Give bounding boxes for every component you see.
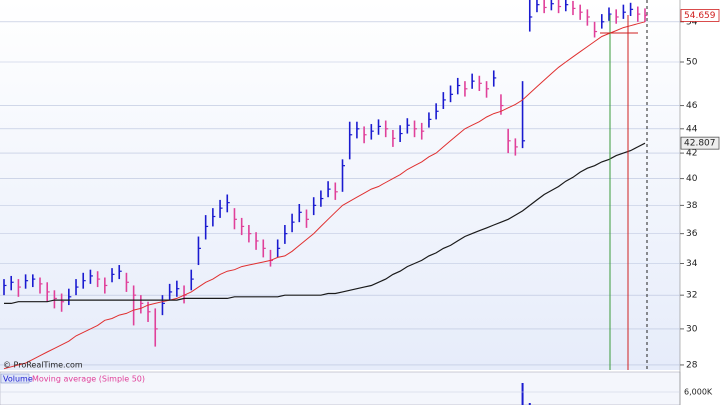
- plot: [3, 0, 648, 370]
- copyright: © ProRealTime.com: [3, 361, 83, 370]
- y-tick-label: 36: [686, 229, 698, 239]
- y-tick-label: 42: [686, 149, 697, 159]
- volume-ma-label: Moving average (Simple 50): [32, 375, 145, 384]
- price-panel: [0, 0, 680, 370]
- y-tick-label: 40: [686, 174, 698, 184]
- volume-plot: [521, 383, 531, 405]
- y-tick-label: 38: [686, 201, 698, 211]
- y-tick-label: 34: [686, 259, 698, 269]
- price-label: 54.659: [684, 11, 716, 21]
- moving-average: [4, 142, 646, 304]
- volume-panel: [0, 371, 681, 405]
- y-tick-label: 32: [686, 291, 697, 301]
- y-tick-label: 28: [686, 360, 698, 370]
- price-label-box: [680, 9, 720, 22]
- legend-box: [0, 373, 30, 384]
- volume-tick-label: 6,000K: [684, 388, 713, 397]
- ma-label-box: [680, 136, 720, 150]
- ma-label: 42.807: [684, 139, 716, 149]
- y-tick-label: 50: [686, 58, 698, 68]
- y-tick-label: 30: [686, 324, 698, 334]
- volume-bar: [521, 383, 524, 405]
- grid: [0, 21, 680, 366]
- moving-average: [3, 21, 646, 370]
- volume-label: Volume: [3, 375, 33, 384]
- y-tick-label: 46: [686, 101, 698, 111]
- volume-bar: [528, 403, 531, 405]
- axis-panel: [680, 0, 720, 405]
- y-tick-label: 44: [686, 124, 698, 134]
- y-tick-label: 54: [686, 17, 698, 27]
